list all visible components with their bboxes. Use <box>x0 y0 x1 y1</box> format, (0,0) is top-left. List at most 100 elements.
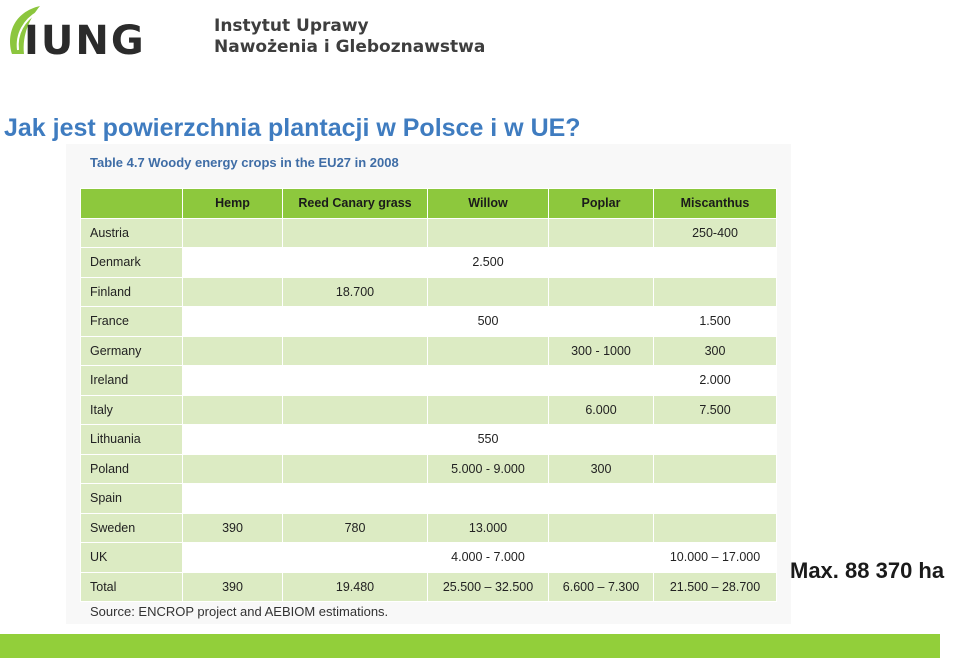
total-willow: 25.500 – 32.500 <box>427 571 549 602</box>
row-country: France <box>80 306 183 337</box>
row-country: Sweden <box>80 512 183 543</box>
cell-hemp <box>182 335 283 366</box>
total-poplar: 6.600 – 7.300 <box>548 571 654 602</box>
cell-willow: 500 <box>427 306 549 337</box>
cell-reed <box>282 365 428 396</box>
table-row: Ireland 2.000 <box>80 365 777 396</box>
header-reed-canary-grass: Reed Canary grass <box>282 188 428 219</box>
iung-logo: IUNG <box>4 4 204 64</box>
header-poplar: Poplar <box>548 188 654 219</box>
cell-reed: 780 <box>282 512 428 543</box>
cell-willow <box>427 394 549 425</box>
total-hemp: 390 <box>182 571 283 602</box>
cell-hemp: 390 <box>182 512 283 543</box>
cell-willow <box>427 217 549 248</box>
cell-reed <box>282 453 428 484</box>
cell-poplar <box>548 542 654 573</box>
table-row: Germany 300 - 1000 300 <box>80 335 777 366</box>
table-row: Lithuania 550 <box>80 424 777 455</box>
row-country: Ireland <box>80 365 183 396</box>
row-country: UK <box>80 542 183 573</box>
row-country: Austria <box>80 217 183 248</box>
cell-miscanthus: 300 <box>653 335 777 366</box>
cell-hemp <box>182 453 283 484</box>
row-country: Italy <box>80 394 183 425</box>
cell-willow: 13.000 <box>427 512 549 543</box>
cell-hemp <box>182 542 283 573</box>
cell-poplar: 6.000 <box>548 394 654 425</box>
table-row: Denmark 2.500 <box>80 247 777 278</box>
cell-poplar <box>548 512 654 543</box>
cell-reed <box>282 217 428 248</box>
cell-willow: 4.000 - 7.000 <box>427 542 549 573</box>
cell-miscanthus: 7.500 <box>653 394 777 425</box>
table-row: Austria 250-400 <box>80 217 777 248</box>
table-caption: Table 4.7 Woody energy crops in the EU27… <box>90 155 399 170</box>
logo-line-2: Nawożenia i Gleboznawstwa <box>214 37 486 57</box>
logo-wordmark: IUNG <box>24 18 146 64</box>
row-country: Denmark <box>80 247 183 278</box>
woody-crops-table: Hemp Reed Canary grass Willow Poplar Mis… <box>80 188 777 602</box>
cell-hemp <box>182 483 283 514</box>
table-row: France 500 1.500 <box>80 306 777 337</box>
table-row: Spain <box>80 483 777 514</box>
cell-hemp <box>182 217 283 248</box>
cell-willow: 5.000 - 9.000 <box>427 453 549 484</box>
cell-willow <box>427 483 549 514</box>
max-area-note: Max. 88 370 ha <box>790 558 945 583</box>
logo-institute-name: Instytut Uprawy Nawożenia i Gleboznawstw… <box>214 16 485 58</box>
cell-miscanthus <box>653 453 777 484</box>
cell-miscanthus <box>653 424 777 455</box>
cell-miscanthus <box>653 483 777 514</box>
cell-poplar <box>548 483 654 514</box>
cell-miscanthus: 10.000 – 17.000 <box>653 542 777 573</box>
cell-hemp <box>182 365 283 396</box>
cell-reed: 18.700 <box>282 276 428 307</box>
cell-miscanthus <box>653 247 777 278</box>
leaf-icon <box>10 6 40 54</box>
cell-miscanthus <box>653 512 777 543</box>
table-row: Sweden 390 780 13.000 <box>80 512 777 543</box>
cell-miscanthus: 250-400 <box>653 217 777 248</box>
cell-willow <box>427 335 549 366</box>
table-total-row: Total 390 19.480 25.500 – 32.500 6.600 –… <box>80 571 777 602</box>
cell-reed <box>282 306 428 337</box>
cell-poplar <box>548 424 654 455</box>
table-row: UK 4.000 - 7.000 10.000 – 17.000 <box>80 542 777 573</box>
cell-miscanthus <box>653 276 777 307</box>
cell-hemp <box>182 306 283 337</box>
row-country: Finland <box>80 276 183 307</box>
cell-willow: 550 <box>427 424 549 455</box>
cell-willow <box>427 365 549 396</box>
cell-willow: 2.500 <box>427 247 549 278</box>
cell-poplar <box>548 276 654 307</box>
table-row: Finland 18.700 <box>80 276 777 307</box>
cell-poplar <box>548 217 654 248</box>
header-hemp: Hemp <box>182 188 283 219</box>
cell-poplar: 300 - 1000 <box>548 335 654 366</box>
cell-hemp <box>182 247 283 278</box>
row-country: Spain <box>80 483 183 514</box>
table-row: Italy 6.000 7.500 <box>80 394 777 425</box>
table-source: Source: ENCROP project and AEBIOM estima… <box>90 604 389 619</box>
header-corner <box>80 188 183 219</box>
cell-reed <box>282 424 428 455</box>
logo-line-1: Instytut Uprawy <box>214 16 369 36</box>
total-reed: 19.480 <box>282 571 428 602</box>
table-header-row: Hemp Reed Canary grass Willow Poplar Mis… <box>80 188 777 219</box>
total-label: Total <box>80 571 183 602</box>
cell-hemp <box>182 394 283 425</box>
cell-poplar: 300 <box>548 453 654 484</box>
cell-willow <box>427 276 549 307</box>
header-willow: Willow <box>427 188 549 219</box>
row-country: Lithuania <box>80 424 183 455</box>
cell-poplar <box>548 365 654 396</box>
cell-poplar <box>548 247 654 278</box>
cell-poplar <box>548 306 654 337</box>
header-miscanthus: Miscanthus <box>653 188 777 219</box>
total-miscanthus: 21.500 – 28.700 <box>653 571 777 602</box>
cell-reed <box>282 394 428 425</box>
slide-title: Jak jest powierzchnia plantacji w Polsce… <box>4 114 581 142</box>
row-country: Germany <box>80 335 183 366</box>
cell-miscanthus: 1.500 <box>653 306 777 337</box>
